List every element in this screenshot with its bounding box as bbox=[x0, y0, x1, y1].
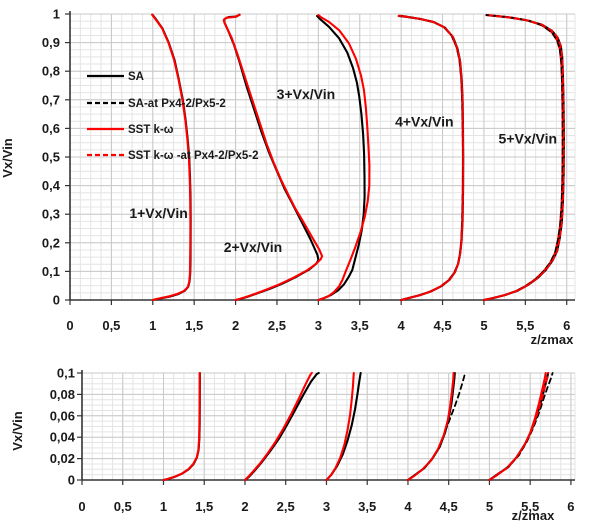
x-tick-label: 5,5 bbox=[521, 499, 539, 514]
profile-label: 5+Vx/Vin bbox=[499, 130, 558, 146]
near-wall-zoom-chart: 0 0,5 1 1,5 2 2,5 3 3,5 4 4,5 5 5,5 6 0 0,02 0,04 0,06 0,… bbox=[10, 366, 576, 522]
x-tick-label: 6 bbox=[563, 318, 570, 333]
y-tick-label: 0 bbox=[53, 293, 60, 308]
profile-label: 1+Vx/Vin bbox=[129, 205, 188, 221]
curve-sst-p2 bbox=[222, 13, 324, 302]
legend-label: SA-at Px4-2/Px5-2 bbox=[128, 98, 226, 110]
curve-sst-p1 bbox=[151, 13, 192, 302]
y-tick-label: 0 bbox=[68, 473, 75, 488]
y-tick-label: 0,9 bbox=[42, 35, 60, 50]
x-tick-label: 3 bbox=[315, 318, 322, 333]
curve-sst-at-p4-dashed bbox=[397, 15, 465, 301]
y-tick-label: 0,5 bbox=[42, 150, 60, 165]
profile-label: 2+Vx/Vin bbox=[224, 239, 283, 255]
x-tick-label: 2 bbox=[241, 499, 248, 514]
x-tick-label: 3,5 bbox=[351, 318, 369, 333]
curve-sa-p3 bbox=[316, 14, 366, 302]
x-tick-label: 4 bbox=[398, 318, 406, 333]
x-tick-label: 2,5 bbox=[268, 318, 286, 333]
legend-label: SST k-ω -at Px4-2/Px5-2 bbox=[128, 150, 259, 162]
curve-sst-p3 bbox=[317, 14, 371, 302]
y-tick-label: 0,4 bbox=[42, 178, 61, 193]
x-tick-label: 0,5 bbox=[114, 499, 132, 514]
x-tick-label: 2,5 bbox=[277, 499, 295, 514]
y-tick-label: 0,2 bbox=[42, 235, 60, 250]
curve-sst-at-p5-dashed bbox=[482, 14, 565, 301]
x-tick-label: 6 bbox=[567, 499, 574, 514]
y-axis-title: Vx/Vin bbox=[0, 138, 15, 178]
x-tick-label: 1 bbox=[149, 318, 156, 333]
x-tick-label: 5 bbox=[486, 499, 493, 514]
x-tick-label: 0 bbox=[66, 318, 73, 333]
curve-sst-at-p4-dashed bbox=[407, 372, 455, 481]
x-tick-label: 1,5 bbox=[195, 499, 213, 514]
y-tick-label: 0,08 bbox=[50, 387, 75, 402]
x-tick-label: 0 bbox=[78, 499, 85, 514]
x-tick-label: 3,5 bbox=[358, 499, 376, 514]
y-tick-label: 0,7 bbox=[42, 92, 60, 107]
x-tick-label: 4 bbox=[404, 499, 412, 514]
y-tick-label: 0,04 bbox=[50, 430, 76, 445]
x-tick-label: 1 bbox=[160, 499, 167, 514]
y-tick-label: 0,02 bbox=[50, 451, 75, 466]
y-tick-label: 0,3 bbox=[42, 207, 60, 222]
y-axis-title: Vx/Vin bbox=[10, 411, 25, 451]
x-tick-label: 1,5 bbox=[185, 318, 203, 333]
profile-label: 4+Vx/Vin bbox=[395, 113, 454, 129]
curve-sst-p1 bbox=[162, 371, 201, 482]
x-tick-label: 0,5 bbox=[102, 318, 120, 333]
y-tick-label: 0,6 bbox=[42, 121, 60, 136]
profile-label: 3+Vx/Vin bbox=[277, 86, 336, 102]
y-tick-label: 1 bbox=[53, 7, 60, 22]
curve-sst-p3 bbox=[325, 371, 355, 482]
legend-label: SST k-ω bbox=[128, 124, 174, 136]
x-tick-label: 3 bbox=[323, 499, 330, 514]
y-tick-label: 0,1 bbox=[42, 264, 60, 279]
main-profiles-chart: 0 0,5 1 1,5 2 2,5 3 3,5 4 4,5 5 5,5 6 0 0,1 0,2 0,3 0,4 0,… bbox=[0, 7, 576, 345]
y-tick-label: 0,06 bbox=[50, 408, 75, 423]
x-tick-label: 4,5 bbox=[440, 499, 458, 514]
x-tick-label: 2 bbox=[232, 318, 239, 333]
x-axis-title: z/zmax bbox=[512, 508, 555, 522]
y-tick-label: 0,1 bbox=[57, 366, 75, 381]
curve-sst-p2 bbox=[243, 371, 313, 482]
x-axis-title: z/zmax bbox=[531, 332, 574, 345]
y-tick-label: 0,8 bbox=[42, 64, 60, 79]
x-tick-label: 5,5 bbox=[516, 318, 534, 333]
x-tick-label: 5 bbox=[480, 318, 487, 333]
curve-sst-at-p5-dashed bbox=[488, 372, 549, 481]
legend-label: SA bbox=[128, 71, 144, 83]
x-tick-label: 4,5 bbox=[434, 318, 452, 333]
